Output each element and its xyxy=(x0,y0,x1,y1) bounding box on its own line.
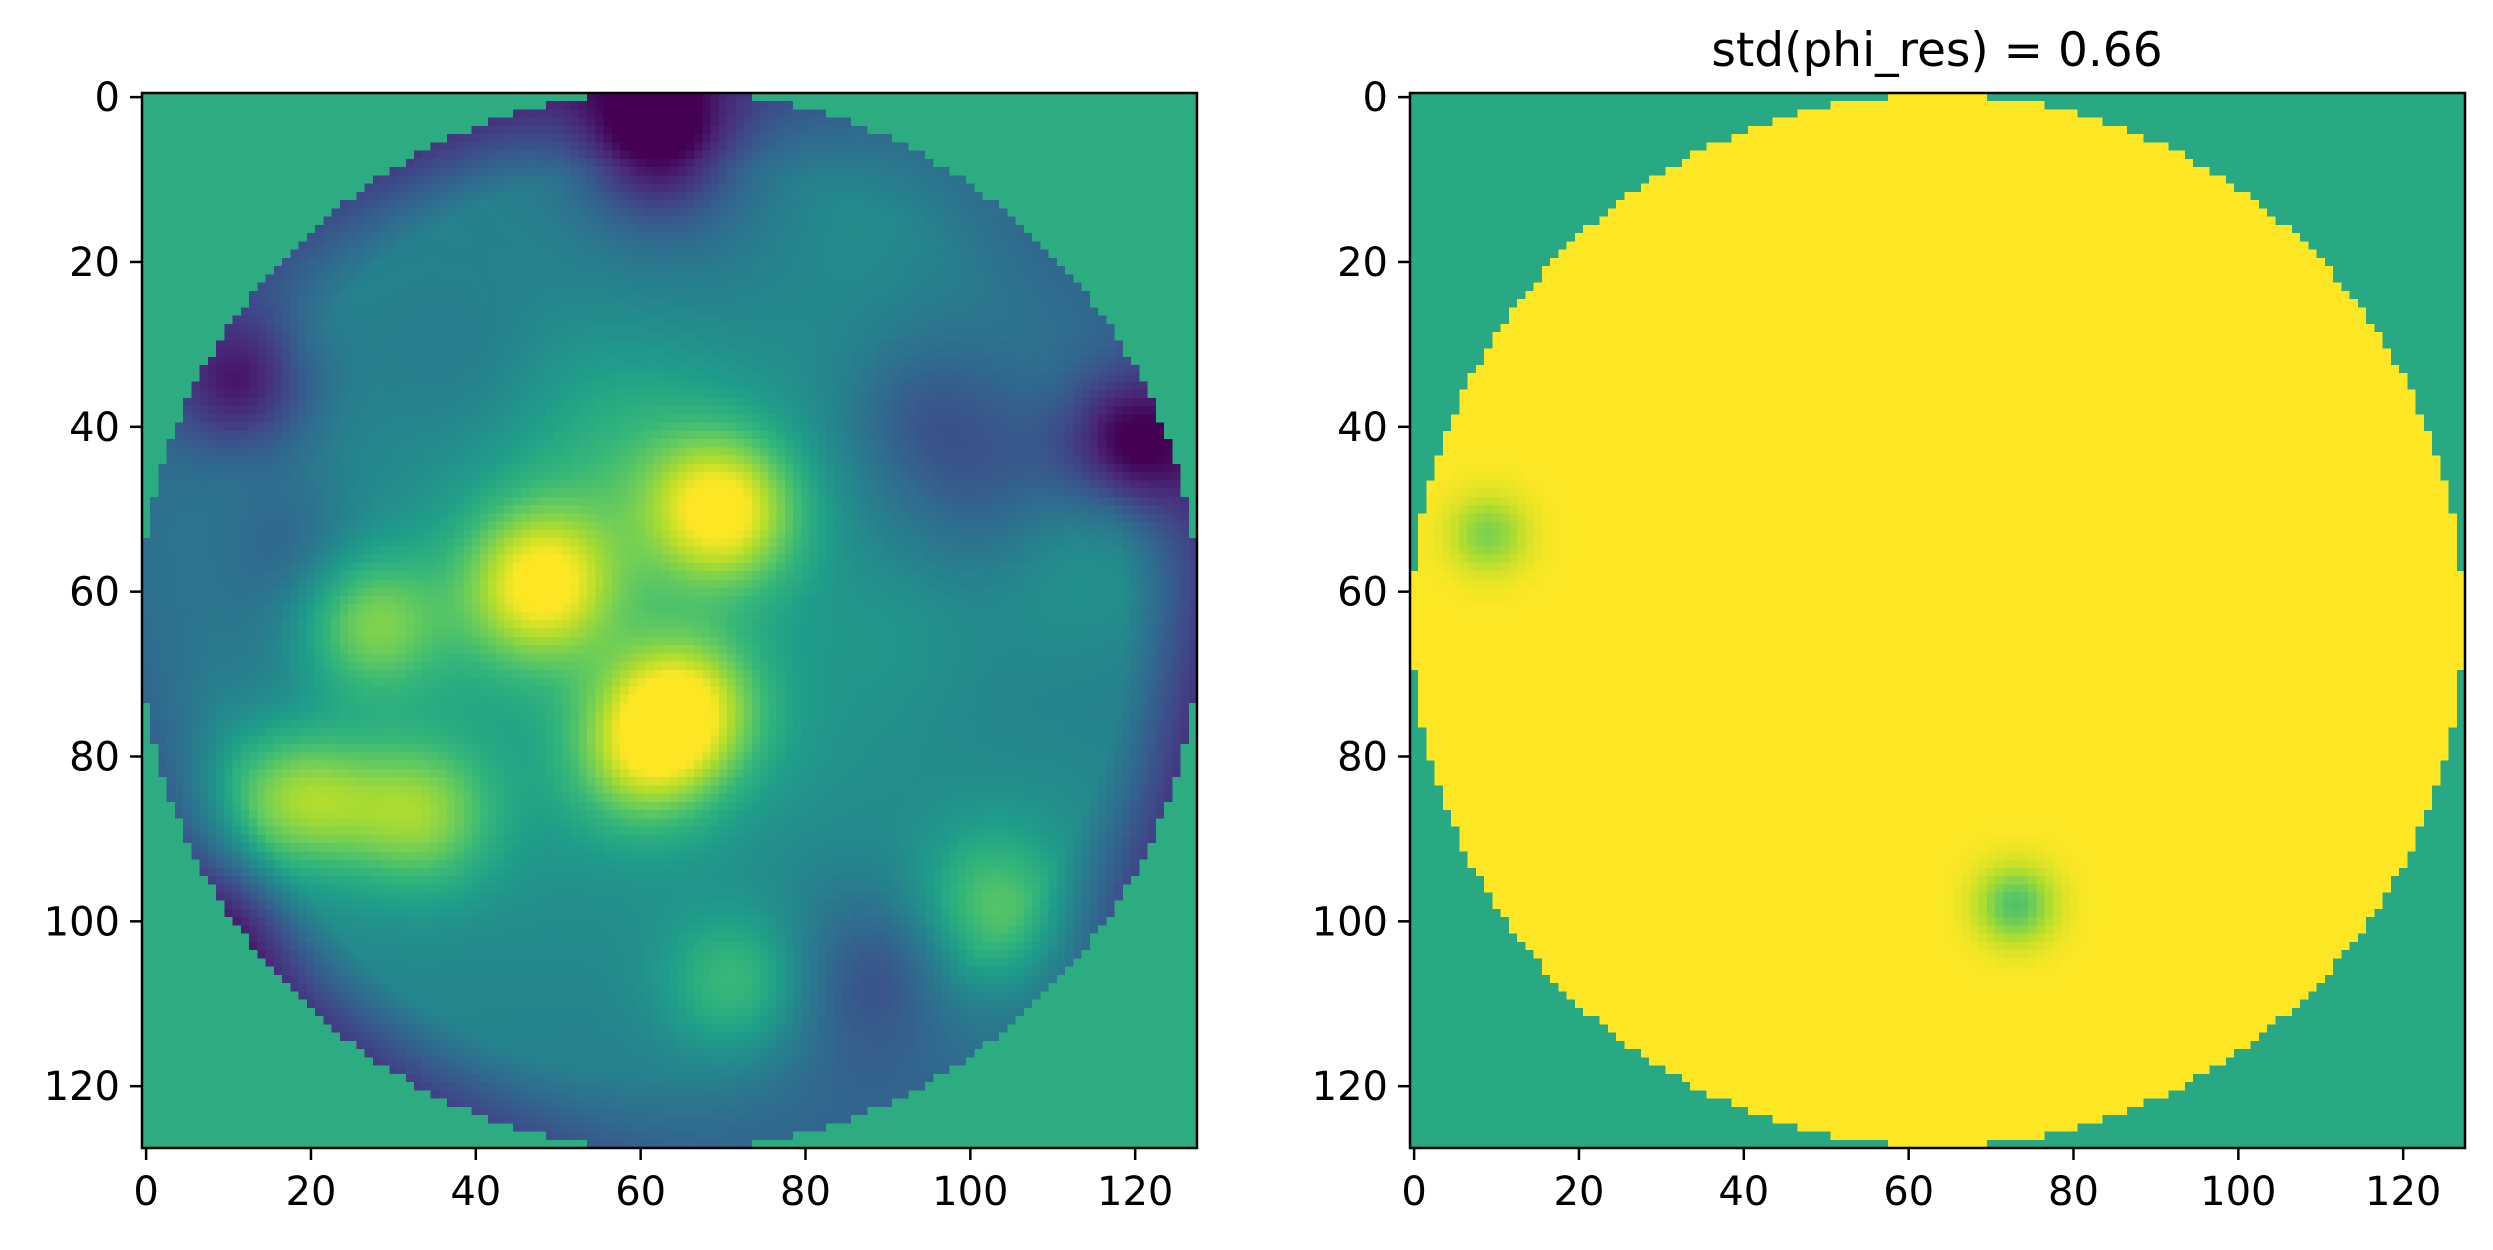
y-tick-label: 20 xyxy=(69,240,120,286)
ticks-right: 0 20 40 60 80 100 120 0 20 40 60 80 100 120 xyxy=(1312,75,2442,1215)
x-tick-label: 0 xyxy=(1401,1169,1426,1215)
y-tick-label: 0 xyxy=(1363,75,1388,121)
x-tick-label: 100 xyxy=(932,1169,1008,1215)
x-tick-label: 0 xyxy=(133,1169,158,1215)
y-tick-label: 120 xyxy=(1312,1064,1388,1110)
y-tick-label: 80 xyxy=(69,734,120,780)
phase-image-left xyxy=(142,93,1197,1148)
y-tick-label: 120 xyxy=(44,1064,120,1110)
y-tick-label: 80 xyxy=(1337,734,1388,780)
chart-title: std(phi_res) = 0.66 xyxy=(1711,23,2162,78)
ticks-left: 0 20 40 60 80 100 120 0 20 40 60 80 100 120 xyxy=(44,75,1174,1215)
y-tick-label: 60 xyxy=(69,570,120,616)
x-tick-label: 60 xyxy=(615,1169,666,1215)
x-tick-label: 20 xyxy=(1554,1169,1605,1215)
x-tick-label: 40 xyxy=(1718,1169,1769,1215)
axes-frame-left xyxy=(140,91,1199,1150)
y-tick-label: 100 xyxy=(1312,899,1388,945)
y-tick-label: 20 xyxy=(1337,240,1388,286)
x-tick-label: 80 xyxy=(780,1169,831,1215)
x-tick-label: 120 xyxy=(2365,1169,2441,1215)
heatmap-panel-left: 0 20 40 60 80 100 120 0 20 40 60 80 100 120 xyxy=(44,75,1199,1215)
x-tick-label: 20 xyxy=(286,1169,337,1215)
y-tick-label: 0 xyxy=(95,75,120,121)
y-tick-label: 40 xyxy=(1337,405,1388,451)
x-tick-label: 80 xyxy=(2048,1169,2099,1215)
x-tick-label: 60 xyxy=(1883,1169,1934,1215)
x-tick-label: 40 xyxy=(450,1169,501,1215)
x-tick-label: 100 xyxy=(2200,1169,2276,1215)
x-tick-label: 120 xyxy=(1097,1169,1173,1215)
y-tick-label: 60 xyxy=(1337,570,1388,616)
axes-frame-right xyxy=(1408,91,2467,1150)
y-tick-label: 40 xyxy=(69,405,120,451)
residual-image-right xyxy=(1410,93,2465,1148)
heatmap-panel-right: std(phi_res) = 0.66 0 20 40 60 80 100 120 0 20 40… xyxy=(1312,23,2467,1215)
y-tick-label: 100 xyxy=(44,899,120,945)
